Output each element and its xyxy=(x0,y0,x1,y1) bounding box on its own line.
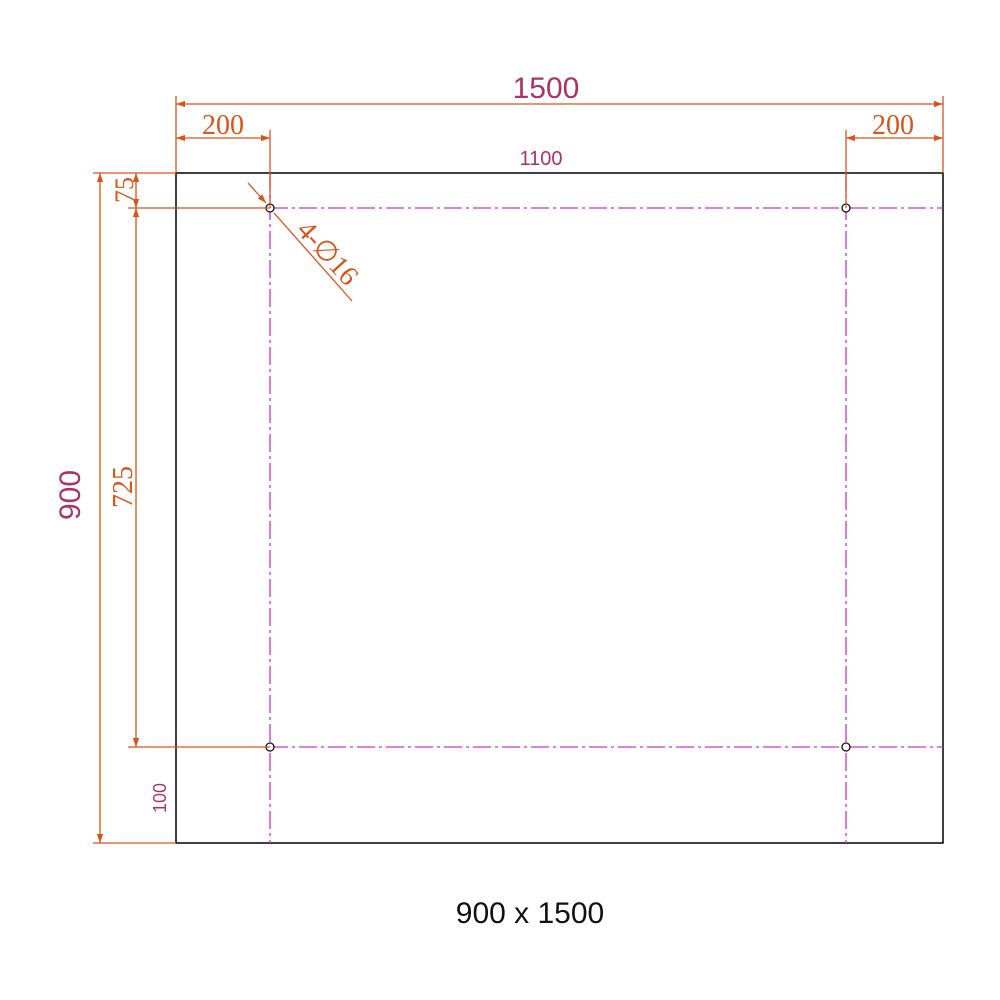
dim-left-offset-label: 200 xyxy=(202,110,244,141)
dim-hole-spacing: 725 xyxy=(108,208,270,748)
dim-right-offset-label: 200 xyxy=(872,110,914,141)
dim-top-offset: 75 xyxy=(110,173,270,209)
dim-top-offset-label: 75 xyxy=(110,177,139,203)
hole-bottom-right xyxy=(841,742,851,752)
dim-inner-span-label: 1100 xyxy=(519,148,562,170)
panel-outline xyxy=(175,172,944,844)
dim-left-offset: 200 xyxy=(176,110,271,208)
dim-overall-width-label: 1500 xyxy=(513,72,580,105)
mounting-holes xyxy=(265,203,851,752)
center-lines xyxy=(269,173,943,843)
hole-callout: 4-∅16 xyxy=(247,182,364,302)
hole-callout-label: 4-∅16 xyxy=(290,215,364,292)
dim-bottom-offset-label: 100 xyxy=(150,783,170,813)
dim-overall-width: 1500 xyxy=(175,72,944,173)
dim-hole-spacing-label: 725 xyxy=(108,466,139,508)
dim-right-offset: 200 xyxy=(845,110,943,208)
dim-overall-height-label: 900 xyxy=(54,470,87,520)
drawing-caption: 900 x 1500 xyxy=(456,897,604,930)
